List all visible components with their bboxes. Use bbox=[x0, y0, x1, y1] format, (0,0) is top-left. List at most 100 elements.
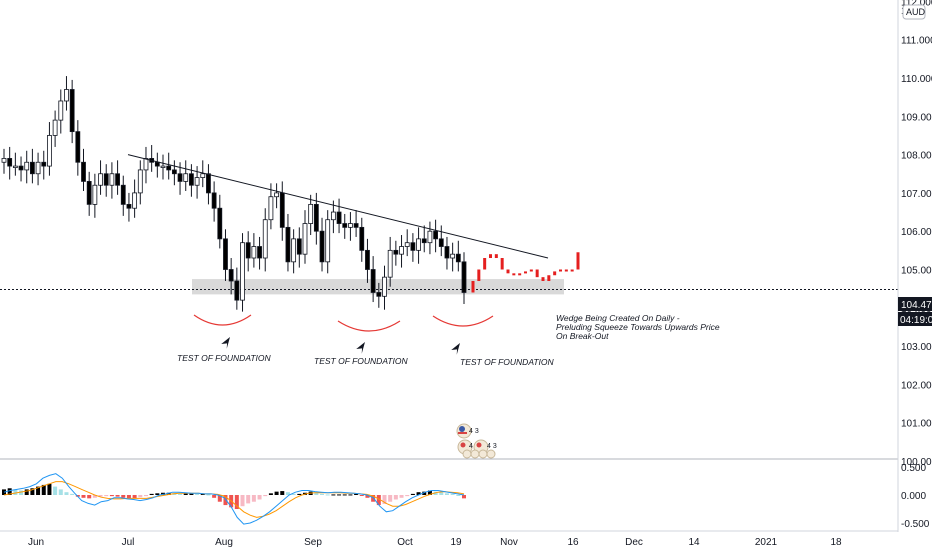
candle-body bbox=[183, 173, 189, 182]
candle-body bbox=[410, 242, 416, 251]
projection-candle bbox=[471, 280, 475, 293]
macd-histogram-bar bbox=[195, 493, 200, 495]
macd-histogram-bar bbox=[36, 486, 41, 495]
price-tick-5: 105.000 bbox=[901, 266, 932, 277]
price-tick-3: 103.000 bbox=[901, 342, 932, 353]
macd-histogram-bar bbox=[325, 494, 330, 496]
price-tick-8: 108.000 bbox=[901, 151, 932, 162]
macd-histogram-bar bbox=[376, 495, 381, 506]
candle-body bbox=[81, 161, 86, 182]
candle-body bbox=[421, 238, 427, 244]
us-flag-event-badge[interactable]: 4 3 bbox=[456, 423, 479, 439]
candle-body bbox=[382, 276, 387, 297]
macd-histogram-bar bbox=[331, 494, 336, 496]
flag-badge-label: 4 3 bbox=[469, 428, 479, 435]
candle-body bbox=[291, 238, 297, 263]
macd-histogram-bar bbox=[410, 493, 415, 495]
price-tick-10: 110.000 bbox=[901, 74, 932, 85]
time-label-3: Sep bbox=[304, 537, 322, 548]
candle-body bbox=[137, 169, 143, 194]
price-pane[interactable]: TEST OF FOUNDATION TEST OF FOUNDATION TE… bbox=[0, 76, 898, 459]
macd-histogram-bar bbox=[206, 494, 211, 496]
macd-histogram-bar bbox=[30, 488, 35, 495]
macd-histogram-bar bbox=[388, 495, 393, 502]
macd-histogram-bar bbox=[354, 493, 359, 495]
macd-histogram-bar bbox=[320, 493, 325, 495]
time-axis[interactable]: Jun Jul Aug Sep Oct 19 Nov 16 Dec 14 2021 18 bbox=[28, 537, 842, 548]
price-tick-7: 107.000 bbox=[901, 189, 932, 200]
macd-histogram-bar bbox=[126, 495, 131, 499]
candle-body bbox=[336, 211, 342, 224]
macd-histogram-bar bbox=[149, 493, 154, 495]
candle-body bbox=[251, 246, 257, 259]
candle-body bbox=[433, 230, 439, 240]
projection-candle bbox=[535, 269, 539, 278]
annotation-wedge-line-2: Preluding Squeeze Towards Upwards Price bbox=[556, 322, 720, 332]
time-label-7: 16 bbox=[567, 537, 579, 548]
candle-body bbox=[330, 211, 336, 221]
arrow-3 bbox=[451, 343, 460, 355]
projection-candle bbox=[553, 271, 557, 276]
macd-histogram-bar bbox=[382, 495, 387, 504]
wedge-trendline[interactable] bbox=[127, 154, 549, 259]
macd-line bbox=[3, 473, 465, 525]
projection-candle bbox=[547, 275, 551, 281]
macd-histogram-bar bbox=[450, 493, 455, 495]
macd-histogram-bar bbox=[138, 495, 143, 498]
macd-histogram-bar bbox=[41, 484, 46, 495]
macd-histogram-bar bbox=[365, 495, 370, 498]
candle-body bbox=[228, 269, 234, 282]
candle-body bbox=[177, 173, 183, 182]
macd-histogram-bar bbox=[427, 490, 432, 495]
macd-histogram-bar bbox=[104, 495, 109, 497]
candle-body bbox=[461, 261, 467, 293]
projection-candle bbox=[559, 269, 562, 272]
macd-axis[interactable]: 0.500 0.000 -0.500 bbox=[901, 463, 930, 530]
time-label-2: Aug bbox=[215, 537, 233, 548]
event-badge-b-label: 4 3 bbox=[487, 443, 497, 450]
currency-badge[interactable]: AUD bbox=[902, 4, 926, 20]
candle-body bbox=[450, 253, 456, 259]
price-tick-6: 106.000 bbox=[901, 227, 932, 238]
candle-body bbox=[75, 131, 81, 163]
candle-body bbox=[126, 203, 132, 209]
candle-body bbox=[206, 173, 211, 194]
candle-body bbox=[308, 203, 314, 224]
candle-body bbox=[296, 238, 302, 255]
candle-body bbox=[35, 161, 41, 175]
foundation-curves bbox=[193, 314, 494, 332]
macd-histogram-bar bbox=[81, 495, 86, 498]
candle-body bbox=[52, 119, 58, 136]
macd-histogram-bar bbox=[285, 492, 290, 495]
candle-body bbox=[47, 135, 52, 167]
projection-candle bbox=[500, 258, 504, 270]
candle-body bbox=[319, 230, 325, 263]
macd-histogram-bar bbox=[53, 486, 58, 495]
arrow-1 bbox=[221, 337, 230, 349]
current-price-label[interactable]: 104.479 bbox=[898, 297, 932, 311]
macd-histogram-bar bbox=[246, 495, 251, 504]
time-label-6: Nov bbox=[500, 537, 518, 548]
macd-histogram-bar bbox=[121, 495, 126, 498]
candle-body bbox=[240, 242, 245, 301]
macd-histogram-bar bbox=[314, 492, 319, 495]
macd-histogram-bar bbox=[178, 493, 183, 495]
macd-histogram-bar bbox=[98, 495, 103, 497]
macd-histogram-bar bbox=[2, 489, 6, 495]
macd-histogram-bar bbox=[92, 495, 97, 498]
candle-body bbox=[98, 173, 103, 186]
candle-body bbox=[166, 165, 172, 171]
candle-body bbox=[211, 192, 217, 209]
countdown-label[interactable]: 04:19:04 bbox=[898, 312, 932, 326]
projection-candle bbox=[564, 269, 568, 272]
event-badges-row[interactable] bbox=[462, 449, 496, 459]
projection-candle bbox=[518, 273, 522, 276]
time-label-9: 14 bbox=[688, 537, 700, 548]
macd-pane[interactable] bbox=[2, 473, 466, 525]
foundation-curve-3 bbox=[432, 315, 494, 327]
macd-histogram-bar bbox=[234, 495, 239, 509]
candle-body bbox=[86, 181, 92, 205]
projection-candle bbox=[489, 254, 492, 259]
candle-body bbox=[268, 196, 274, 221]
